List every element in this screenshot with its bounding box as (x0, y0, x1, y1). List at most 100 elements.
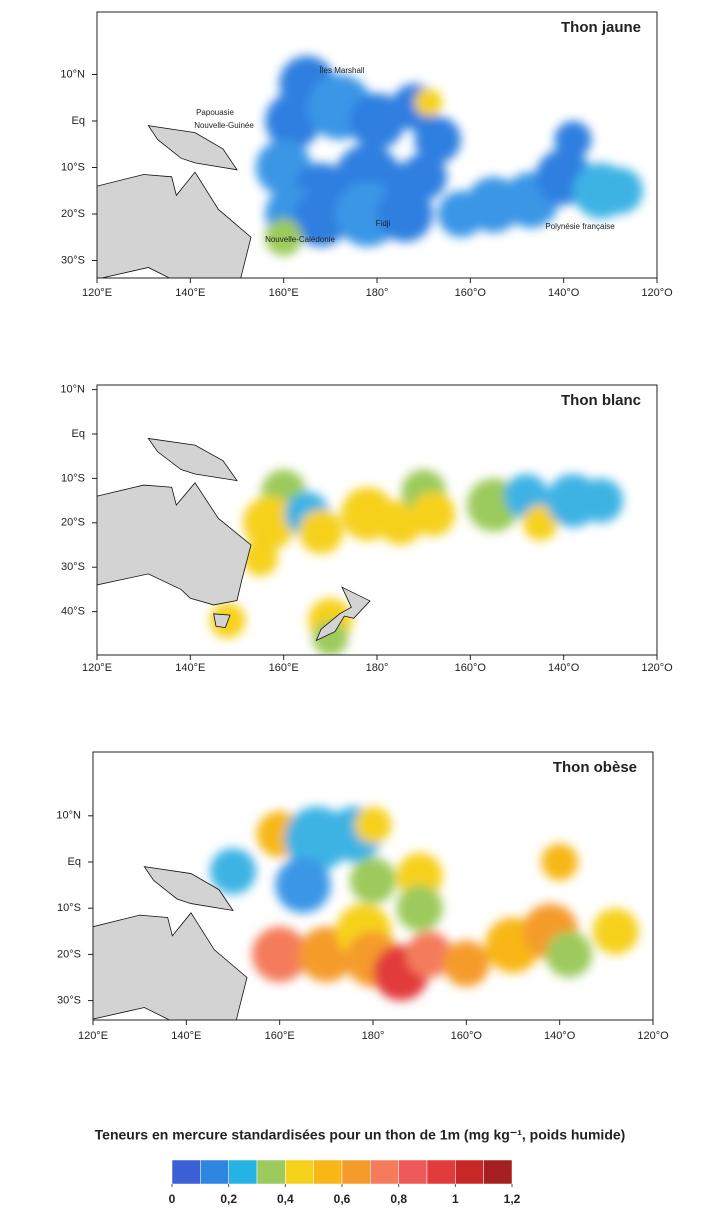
lat-label: 10°N (56, 810, 81, 822)
lon-label: 120°E (78, 1030, 108, 1042)
lon-label: 140°O (544, 1030, 576, 1042)
land (93, 912, 248, 1020)
place-label: Îles Marshall (319, 66, 365, 75)
heat-blob (243, 496, 297, 550)
map-panel: Thon obèse 10°N Eq 10°S 20°S 30°S 120°E 140°E 16… (56, 751, 669, 1076)
heat-blobs (255, 55, 643, 256)
heat-blob (596, 167, 643, 214)
heat-blob (242, 540, 279, 577)
lat-label: 30°S (57, 995, 81, 1007)
lon-label: 180° (366, 662, 389, 674)
land (147, 437, 238, 482)
heat-blob (410, 491, 456, 537)
legend-swatch (285, 1159, 314, 1185)
lon-label: 160°E (265, 1030, 295, 1042)
lon-label: 140°E (175, 662, 205, 674)
heat-blobs (209, 469, 624, 655)
legend-title: Teneurs en mercure standardisées pour un… (95, 1127, 626, 1143)
panel-title: Thon obèse (553, 759, 637, 776)
lon-label: 120°O (641, 662, 673, 674)
land (316, 281, 370, 337)
map-area (97, 55, 643, 337)
land (213, 613, 231, 629)
lat-label: 40°S (61, 606, 85, 618)
land (312, 1021, 366, 1076)
legend-swatch (171, 1159, 201, 1185)
lon-label: 140°O (548, 662, 580, 674)
map-area (93, 806, 639, 1076)
heat-blob (414, 88, 443, 117)
lat-label: 10°N (60, 384, 85, 396)
land (210, 1049, 226, 1063)
legend-swatch (256, 1159, 286, 1185)
heat-blob (414, 116, 461, 163)
lat-label: 30°S (61, 561, 85, 573)
lon-label: 160°O (455, 662, 487, 674)
legend-swatch (200, 1159, 229, 1185)
land (97, 482, 252, 606)
lat-label: 20°S (61, 517, 85, 529)
lat-label: 20°S (57, 948, 81, 960)
place-label: Nouvelle-Calédonie (265, 235, 335, 244)
lat-label: 30°S (61, 254, 85, 266)
heat-blob (545, 931, 593, 978)
heat-blob (349, 857, 397, 904)
heat-blob (405, 931, 453, 978)
land (147, 125, 238, 171)
lat-label: 10°S (61, 161, 85, 173)
place-label: Fidji (376, 219, 391, 228)
lon-label: 140°E (175, 287, 205, 299)
legend-swatch (398, 1159, 428, 1185)
lon-label: 120°E (82, 662, 112, 674)
map-panel: Thon blanc 10°N Eq 10°S 20°S 30°S 40°S 120°E 140… (60, 384, 673, 674)
legend-tick-label: 1,2 (504, 1192, 521, 1206)
legend-swatch (370, 1159, 399, 1185)
heat-blob (592, 908, 639, 955)
place-label: Nouvelle-Guinée (194, 121, 254, 130)
lat-label: 10°S (61, 472, 85, 484)
panel-title: Thon jaune (561, 19, 641, 36)
heat-blob (265, 93, 321, 149)
heat-blob (298, 509, 344, 554)
legend-swatch (341, 1159, 371, 1185)
lon-label: 160°O (451, 1030, 483, 1042)
lon-label: 160°E (269, 662, 299, 674)
heat-blob (251, 926, 308, 983)
lon-label: 140°O (548, 287, 580, 299)
lat-label: Eq (72, 428, 85, 440)
map-panel: Thon jaune 10°N Eq 10°S 20°S 30°S 120°E 140°E 16… (60, 11, 673, 337)
heat-blob (349, 93, 405, 149)
heat-blob (554, 121, 592, 159)
heat-blob (443, 940, 490, 987)
legend-swatch (455, 1159, 484, 1185)
heat-blob (377, 186, 433, 242)
land (214, 309, 230, 323)
heat-blobs (209, 806, 639, 1001)
land (143, 866, 234, 912)
lon-label: 120°O (641, 287, 673, 299)
lat-label: Eq (72, 115, 85, 127)
heat-blob (522, 505, 559, 541)
lon-label: 120°O (637, 1030, 669, 1042)
map-area (97, 437, 624, 655)
place-label: Polynésie française (545, 222, 615, 231)
legend-tick-label: 0,2 (220, 1192, 237, 1206)
heat-blob (293, 190, 349, 247)
lon-label: 180° (366, 287, 389, 299)
panel-title: Thon blanc (561, 392, 641, 409)
heat-blob (578, 478, 624, 523)
place-label: Papouasie (196, 108, 234, 117)
lon-label: 140°E (171, 1030, 201, 1042)
legend-swatch (228, 1159, 258, 1185)
legend-swatch (483, 1159, 513, 1185)
legend-swatch (426, 1159, 456, 1185)
land (97, 171, 252, 278)
lon-label: 160°E (269, 287, 299, 299)
heat-blob (396, 852, 443, 899)
lat-label: 10°N (60, 68, 85, 80)
heat-blob (275, 857, 331, 913)
heat-blob (396, 885, 443, 932)
legend-tick-label: 0,6 (334, 1192, 351, 1206)
lon-label: 160°O (455, 287, 487, 299)
legend-tick-label: 0,8 (390, 1192, 407, 1206)
